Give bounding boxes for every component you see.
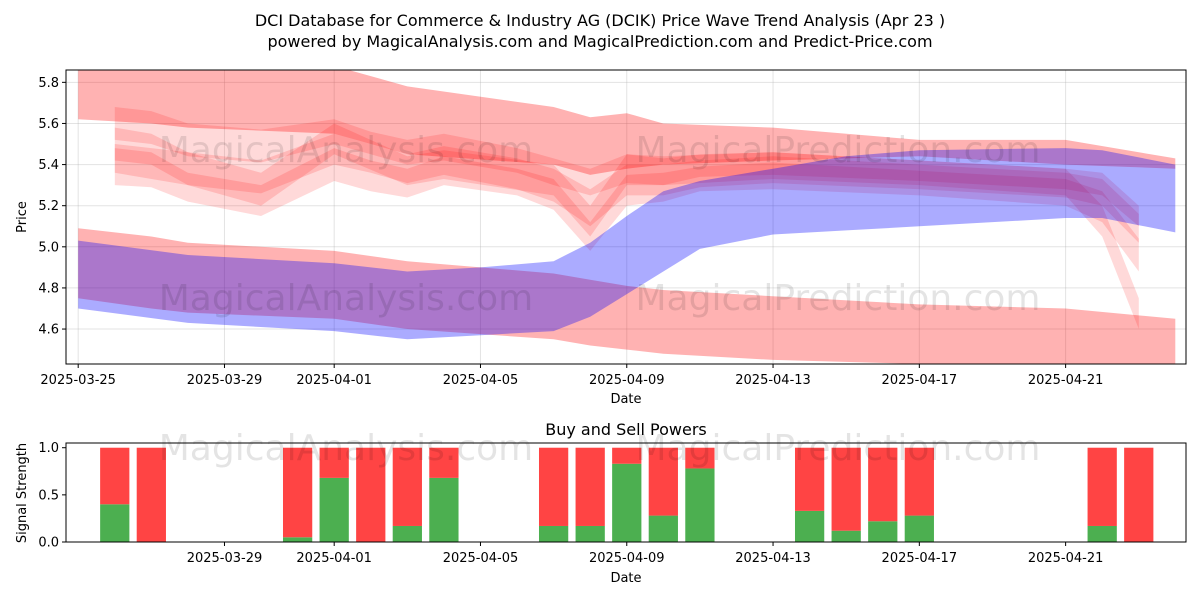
price-x-tick-label: 2025-04-13 <box>735 373 811 388</box>
sell-bar <box>1087 447 1117 526</box>
buy-bar <box>429 477 459 542</box>
buy-bar <box>319 477 349 542</box>
buy-sell-bars <box>100 447 1154 542</box>
price-x-tick-label: 2025-04-05 <box>443 373 519 388</box>
price-x-tick-label: 2025-03-29 <box>187 373 263 388</box>
sell-bar <box>868 447 898 522</box>
price-y-axis-label: Price <box>15 201 30 233</box>
signal-x-tick-label: 2025-04-17 <box>882 551 958 566</box>
price-plot-frame <box>65 69 1187 365</box>
sell-bar <box>831 447 861 531</box>
price-x-ticks: 2025-03-25 2025-03-29 2025-04-01 2025-04-05… <box>40 364 1103 388</box>
chart-title-line-1: DCI Database for Commerce & Industry AG … <box>255 11 945 30</box>
buy-bar <box>575 525 605 542</box>
red-price-band-5 <box>114 123 1139 329</box>
buy-bar <box>100 504 130 542</box>
sell-bar <box>904 447 934 516</box>
watermark-prediction-middle: MagicalPrediction.com <box>636 278 1041 319</box>
price-wave-chart: MagicalAnalysis.com MagicalPrediction.co… <box>15 69 1187 407</box>
sell-bar <box>794 447 825 511</box>
red-price-band-2 <box>114 107 1139 227</box>
signal-x-tick-label: 2025-03-29 <box>187 551 263 566</box>
price-x-tick-label: 2025-03-25 <box>40 373 116 388</box>
price-x-tick-label: 2025-04-17 <box>882 373 958 388</box>
red-price-band-0 <box>78 70 1176 175</box>
buy-bar <box>648 515 678 542</box>
buy-bar <box>685 468 715 542</box>
blue-price-band-6 <box>78 148 1176 340</box>
signal-y-ticks: 0.0 0.5 1.0 <box>38 441 66 551</box>
price-y-tick-label: 5.6 <box>38 117 59 132</box>
price-watermarks: MagicalAnalysis.com MagicalPrediction.co… <box>159 130 1041 319</box>
signal-y-tick-label: 0.5 <box>38 488 59 503</box>
price-x-tick-label: 2025-04-01 <box>296 373 372 388</box>
price-y-tick-label: 5.8 <box>38 76 59 91</box>
sell-bar <box>429 447 459 478</box>
sell-bar <box>575 447 605 526</box>
watermark-analysis-top: MagicalAnalysis.com <box>159 130 533 171</box>
sell-bar <box>356 447 386 542</box>
buy-bar <box>868 521 898 542</box>
watermark-analysis-middle: MagicalAnalysis.com <box>159 278 533 319</box>
signal-x-tick-label: 2025-04-13 <box>735 551 811 566</box>
sell-bar <box>319 447 349 478</box>
price-y-ticks: 4.6 4.8 5.0 5.2 5.4 5.6 5.8 <box>38 76 66 338</box>
buy-bar <box>794 510 825 542</box>
watermark-prediction-top: MagicalPrediction.com <box>636 130 1041 171</box>
buy-sell-powers-chart: Buy and Sell Powers MagicalAnalysis.com … <box>15 420 1187 586</box>
price-y-tick-label: 5.2 <box>38 199 59 214</box>
bottom-x-axis-label: Date <box>610 571 641 586</box>
price-x-axis-label: Date <box>610 392 641 407</box>
signal-y-tick-label: 0.0 <box>38 536 59 551</box>
buy-bar <box>1087 525 1117 542</box>
signal-y-tick-label: 1.0 <box>38 441 59 456</box>
watermark-analysis-bottom: MagicalAnalysis.com <box>159 428 533 469</box>
price-y-tick-label: 5.0 <box>38 240 59 255</box>
price-y-tick-label: 4.8 <box>38 281 59 296</box>
sell-bar <box>685 447 715 469</box>
sell-bar <box>100 447 130 505</box>
sell-bar <box>648 447 678 516</box>
buy-bar <box>612 463 642 542</box>
sell-bar <box>392 447 422 526</box>
price-x-tick-label: 2025-04-21 <box>1028 373 1104 388</box>
sell-bar <box>612 447 642 464</box>
signal-x-tick-label: 2025-04-21 <box>1028 551 1104 566</box>
bottom-chart-title: Buy and Sell Powers <box>545 420 707 439</box>
signal-x-tick-label: 2025-04-05 <box>443 551 519 566</box>
buy-bar <box>831 530 861 542</box>
bottom-y-axis-label: Signal Strength <box>15 443 30 543</box>
buy-bar <box>392 525 422 542</box>
sell-bar <box>282 447 313 538</box>
signal-x-ticks: 2025-03-29 2025-04-01 2025-04-05 2025-04-09… <box>187 542 1104 566</box>
chart-title-line-2: powered by MagicalAnalysis.com and Magic… <box>267 32 932 51</box>
buy-bar <box>538 525 569 542</box>
buy-bar <box>904 515 934 542</box>
red-price-band-3 <box>114 127 1139 243</box>
signal-x-tick-label: 2025-04-09 <box>589 551 665 566</box>
sell-bar <box>136 447 166 542</box>
buy-bar <box>282 537 313 542</box>
price-y-tick-label: 4.6 <box>38 323 59 338</box>
sell-bar <box>1124 447 1154 542</box>
bottom-plot-frame <box>65 442 1187 543</box>
signal-x-tick-label: 2025-04-01 <box>296 551 372 566</box>
red-price-band-4 <box>114 148 1139 272</box>
bottom-watermarks: MagicalAnalysis.com MagicalPrediction.co… <box>159 428 1041 469</box>
price-grid <box>66 70 1186 364</box>
red-price-band-1 <box>78 228 1176 364</box>
price-y-tick-label: 5.4 <box>38 158 59 173</box>
watermark-prediction-bottom: MagicalPrediction.com <box>636 428 1041 469</box>
price-bands <box>78 70 1176 364</box>
price-x-tick-label: 2025-04-09 <box>589 373 665 388</box>
sell-bar <box>538 447 569 526</box>
